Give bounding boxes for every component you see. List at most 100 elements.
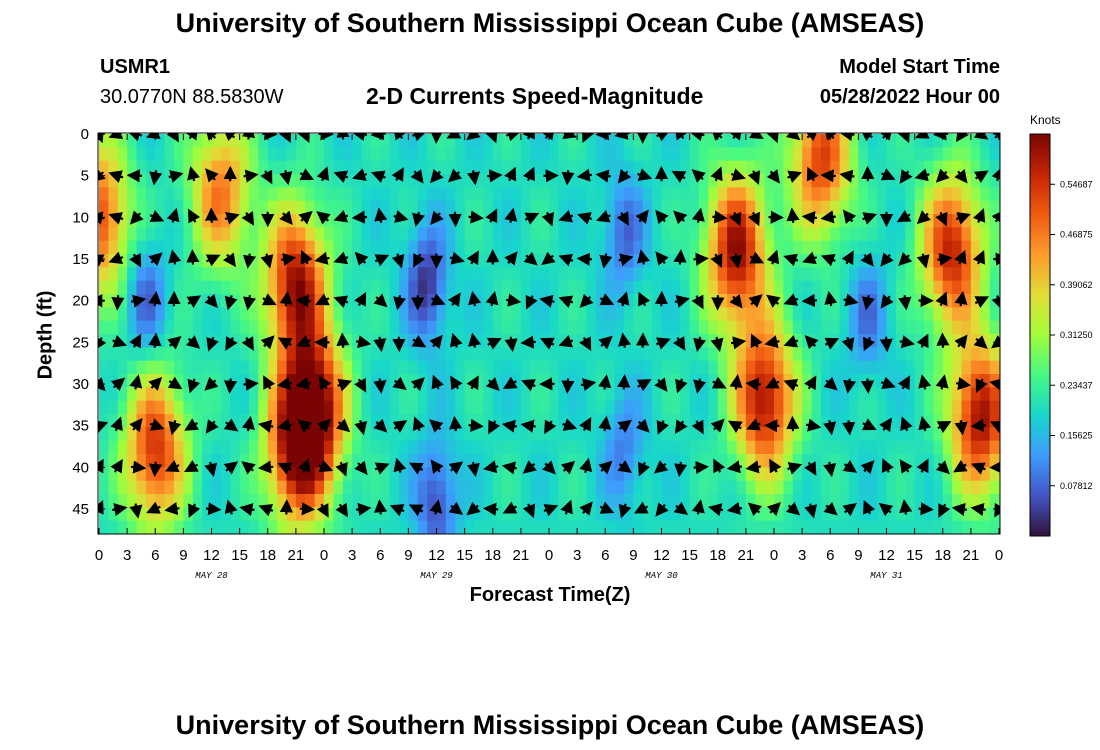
- heat-cell: [642, 480, 653, 495]
- current-arrow: [374, 462, 390, 475]
- heat-cell: [239, 147, 250, 162]
- heat-cell: [849, 520, 859, 534]
- heat-cell: [745, 160, 756, 175]
- heat-cell: [295, 480, 306, 495]
- heat-cell: [755, 480, 766, 495]
- heat-cell: [220, 520, 231, 534]
- heat-cell: [670, 307, 681, 322]
- heat-cell: [989, 267, 1000, 282]
- heat-cell: [970, 387, 981, 402]
- heat-cell: [736, 480, 747, 495]
- heat-cell: [202, 494, 213, 508]
- heat-cell: [230, 387, 241, 402]
- heat-cell: [464, 454, 475, 468]
- heat-cell: [624, 280, 634, 295]
- current-arrow: [148, 461, 163, 478]
- current-arrow: [314, 251, 330, 265]
- heat-cell: [895, 240, 906, 255]
- heat-cell: [305, 160, 316, 175]
- heat-cell: [127, 440, 138, 455]
- heat-cell: [324, 187, 334, 202]
- heat-cell: [164, 440, 175, 455]
- heat-cell: [445, 347, 456, 362]
- heat-cell: [989, 320, 1000, 335]
- heat-cell: [727, 240, 738, 255]
- heat-cell: [736, 427, 747, 442]
- heat-cell: [277, 347, 288, 362]
- heat-cell: [239, 307, 250, 322]
- heat-cell: [745, 307, 756, 322]
- heat-cell: [717, 160, 728, 175]
- heat-cell: [520, 374, 531, 388]
- heat-cell: [249, 520, 259, 534]
- heat-cell: [652, 307, 663, 322]
- heat-cell: [192, 494, 203, 508]
- heat-cell: [549, 254, 559, 268]
- heat-cell: [680, 347, 691, 362]
- current-arrow: [148, 376, 163, 391]
- heat-cell: [511, 174, 522, 188]
- heat-cell: [774, 134, 784, 148]
- heat-cell: [877, 174, 888, 188]
- current-arrow: [449, 251, 465, 265]
- heat-cell: [202, 214, 213, 228]
- heat-cell: [286, 187, 297, 202]
- heat-cell: [333, 400, 344, 415]
- current-arrow: [654, 377, 668, 392]
- current-arrow: [504, 207, 518, 223]
- heat-cell: [127, 227, 138, 242]
- heat-cell: [624, 360, 634, 375]
- current-arrow: [783, 378, 799, 392]
- current-arrow: [729, 374, 743, 390]
- heat-cell: [380, 454, 391, 468]
- heat-cell: [117, 347, 128, 362]
- heat-cell: [624, 254, 634, 268]
- heat-cell: [174, 227, 184, 242]
- heat-cell: [286, 240, 297, 255]
- heat-cell: [586, 494, 597, 508]
- heat-cell: [849, 467, 859, 482]
- heat-cell: [614, 160, 625, 175]
- heat-cell: [427, 480, 438, 495]
- heat-cell: [530, 160, 541, 175]
- heat-cell: [727, 347, 738, 362]
- heat-cell: [708, 147, 719, 162]
- heat-cell: [539, 187, 550, 202]
- current-arrow: [693, 252, 709, 266]
- current-arrow: [297, 458, 311, 473]
- heat-cell: [886, 320, 897, 335]
- current-arrow: [295, 376, 311, 390]
- heat-cell: [849, 267, 859, 282]
- heat-cell: [220, 454, 231, 468]
- heat-cell: [745, 187, 756, 202]
- current-arrow: [954, 249, 967, 265]
- current-arrow: [335, 502, 349, 518]
- heat-cell: [839, 267, 850, 282]
- heat-cell: [136, 414, 147, 428]
- current-arrow: [783, 293, 799, 306]
- heat-cell: [745, 494, 756, 508]
- heat-cell: [455, 134, 466, 148]
- heat-cell: [886, 427, 897, 442]
- heat-cell: [370, 227, 381, 242]
- heat-cell: [642, 160, 653, 175]
- heat-cell: [324, 227, 334, 242]
- heat-cell: [924, 494, 934, 508]
- heat-cell: [305, 427, 316, 442]
- heat-cell: [99, 360, 109, 375]
- heat-cell: [717, 307, 728, 322]
- heat-cell: [680, 440, 691, 455]
- current-arrow: [764, 335, 780, 349]
- heat-cell: [117, 147, 128, 162]
- heat-cell: [774, 200, 784, 215]
- heat-cell: [577, 187, 588, 202]
- heat-cell: [492, 507, 503, 522]
- current-arrow: [672, 336, 686, 351]
- heat-cell: [389, 347, 400, 362]
- heat-cell: [277, 134, 288, 148]
- heat-cell: [924, 520, 934, 534]
- heat-cell: [117, 480, 128, 495]
- heat-cell: [811, 307, 822, 322]
- heat-cell: [605, 280, 616, 295]
- heat-cell: [286, 254, 297, 268]
